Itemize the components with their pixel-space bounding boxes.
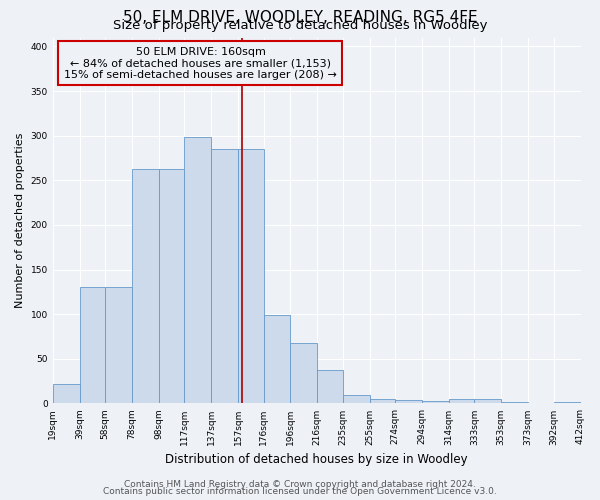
Text: 50 ELM DRIVE: 160sqm
← 84% of detached houses are smaller (1,153)
15% of semi-de: 50 ELM DRIVE: 160sqm ← 84% of detached h… (64, 46, 337, 80)
Bar (501, 402, 528, 404)
Bar (211, 149, 238, 404)
Bar (449, 399, 475, 404)
X-axis label: Distribution of detached houses by size in Woodley: Distribution of detached houses by size … (165, 453, 468, 466)
Bar (53, 384, 80, 404)
Bar (370, 399, 395, 404)
Bar (554, 402, 581, 404)
Bar (80, 288, 105, 404)
Bar (317, 370, 343, 404)
Bar (263, 315, 290, 404)
Text: 50, ELM DRIVE, WOODLEY, READING, RG5 4FE: 50, ELM DRIVE, WOODLEY, READING, RG5 4FE (122, 10, 478, 25)
Bar (475, 399, 501, 404)
Bar (290, 342, 317, 404)
Bar (422, 401, 449, 404)
Bar (105, 288, 132, 404)
Bar (238, 149, 263, 404)
Text: Size of property relative to detached houses in Woodley: Size of property relative to detached ho… (113, 19, 487, 32)
Text: Contains HM Land Registry data © Crown copyright and database right 2024.: Contains HM Land Registry data © Crown c… (124, 480, 476, 489)
Bar (159, 168, 184, 404)
Bar (395, 400, 422, 404)
Bar (343, 394, 370, 404)
Y-axis label: Number of detached properties: Number of detached properties (15, 133, 25, 308)
Bar (184, 138, 211, 404)
Bar (132, 168, 159, 404)
Text: Contains public sector information licensed under the Open Government Licence v3: Contains public sector information licen… (103, 487, 497, 496)
